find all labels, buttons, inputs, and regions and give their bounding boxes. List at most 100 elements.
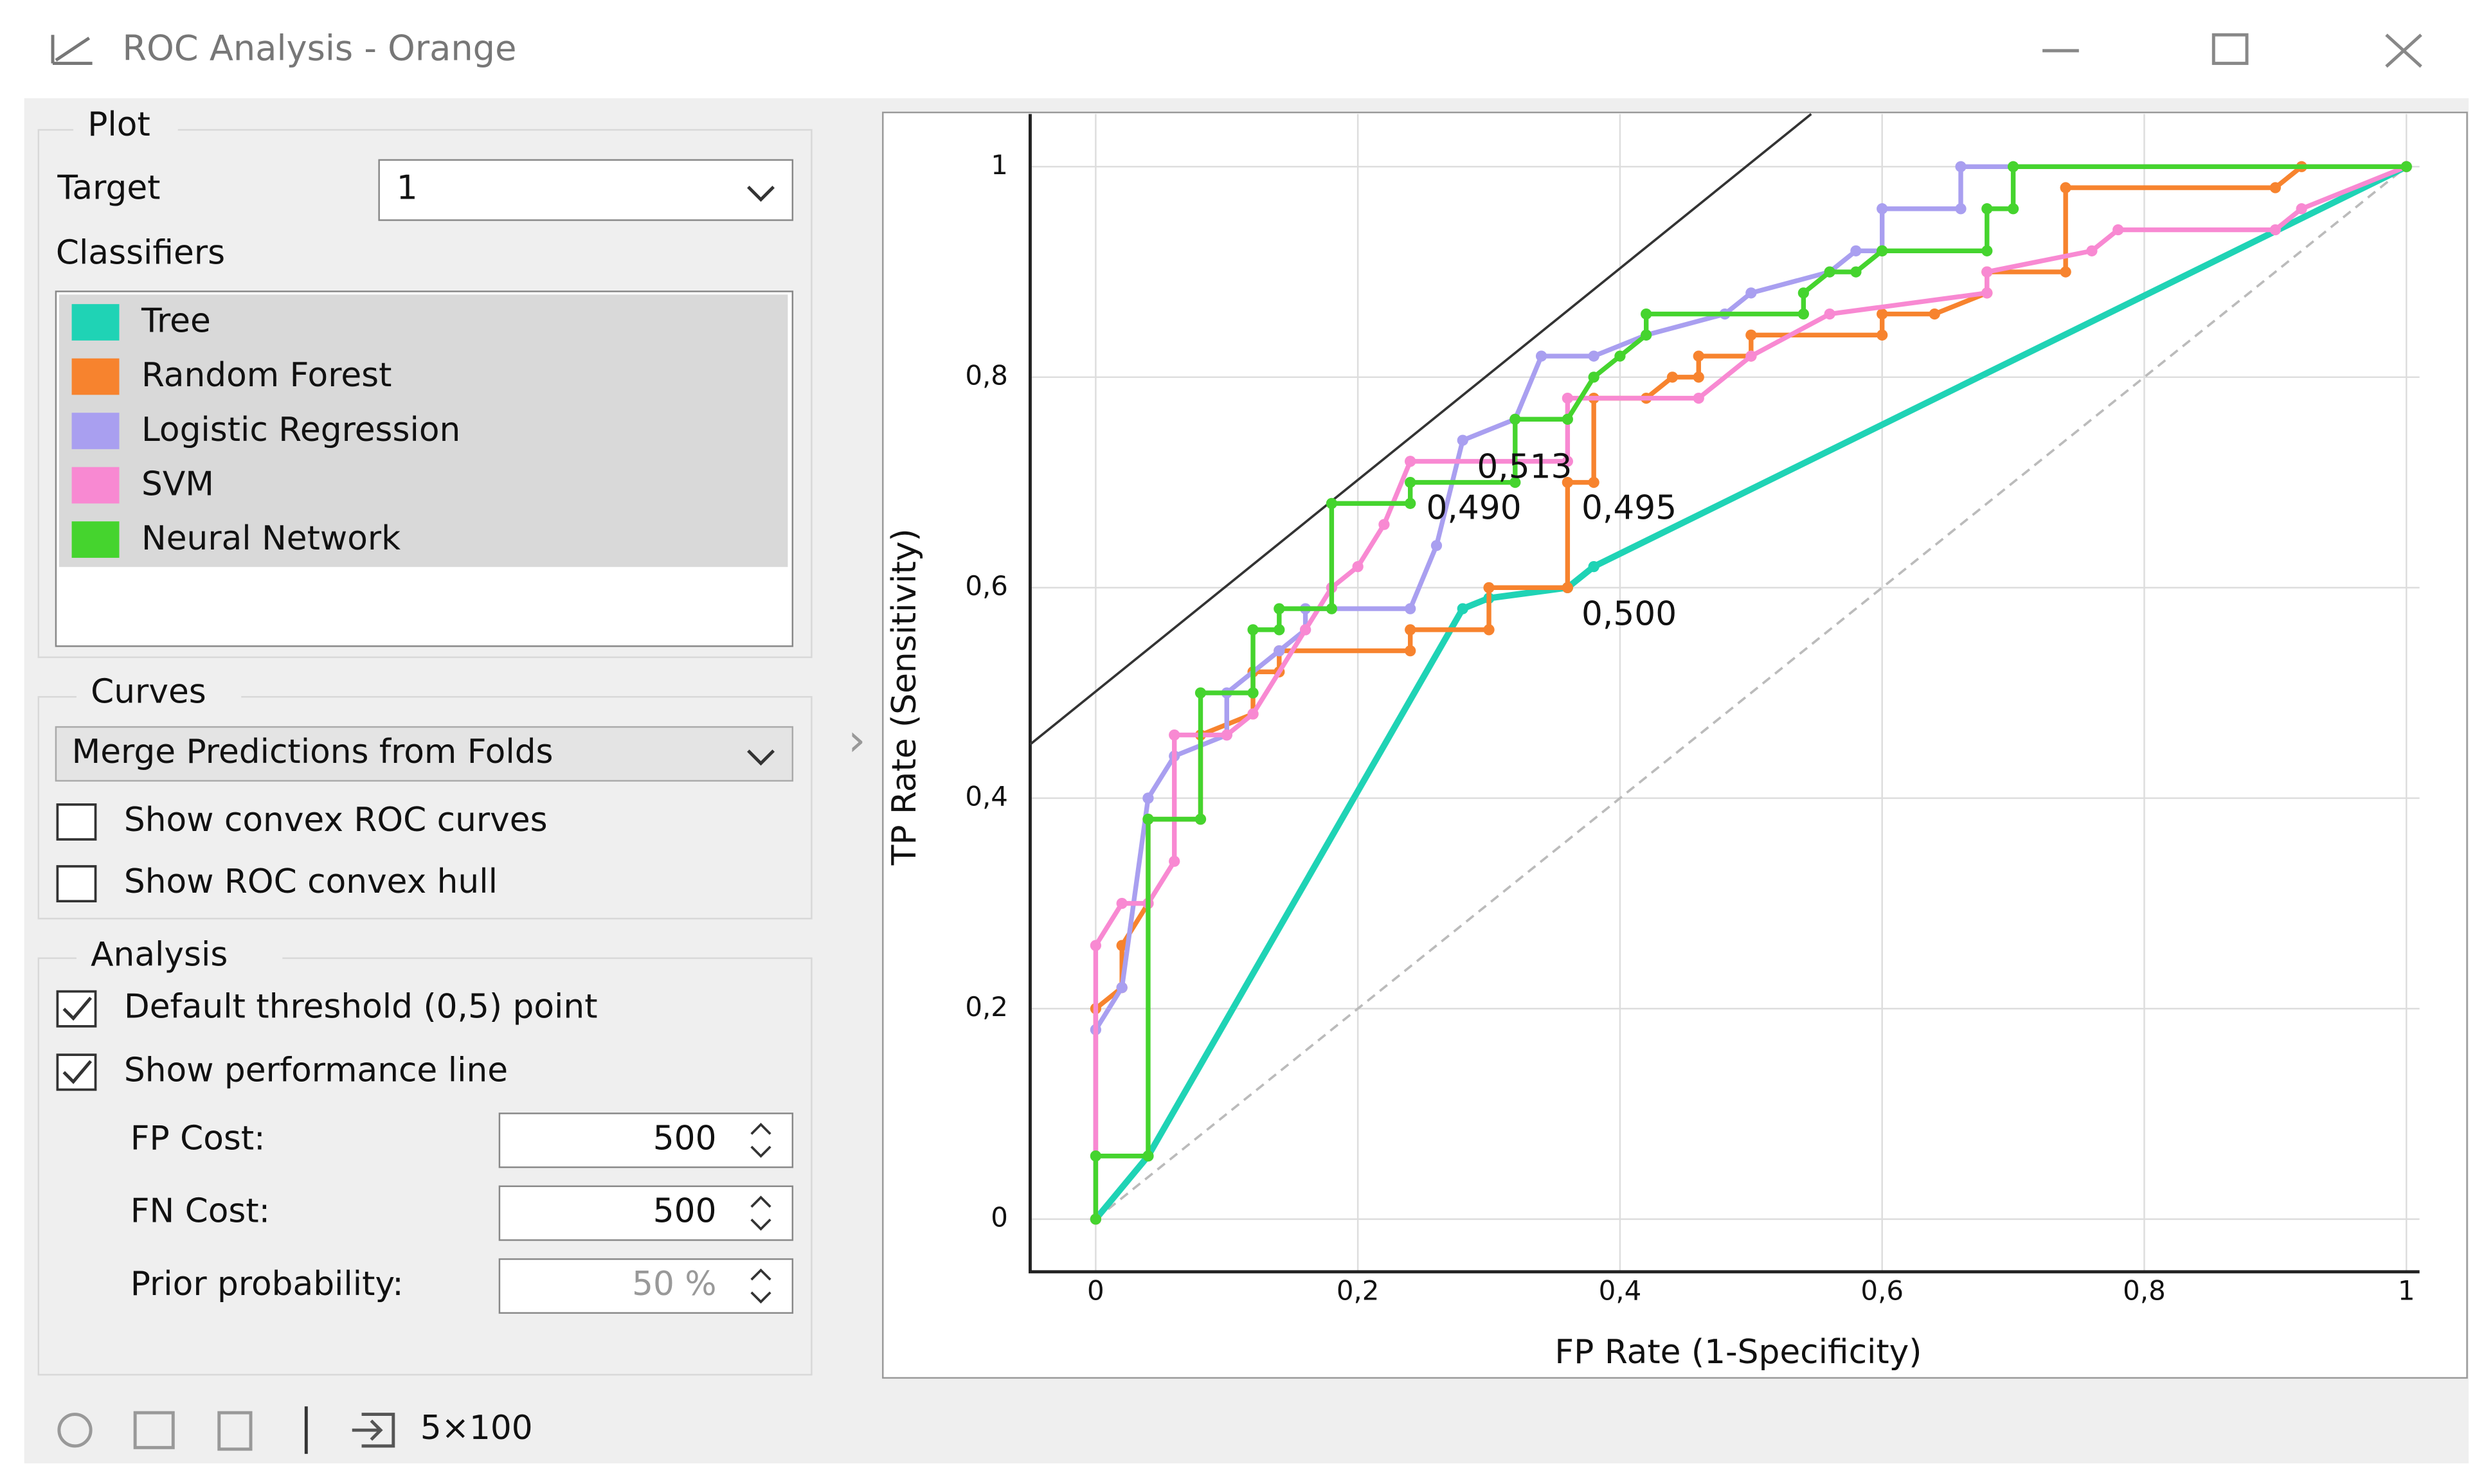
checkbox[interactable] — [56, 990, 97, 1028]
checkmark — [62, 1060, 93, 1084]
roc-point — [1641, 329, 1652, 341]
app-icon — [51, 35, 93, 66]
roc-point — [1955, 161, 1967, 172]
y-tick-label: 0,6 — [965, 570, 1008, 602]
spinner — [750, 1195, 771, 1231]
roc-point — [2007, 161, 2019, 172]
checkbox-label: Default threshold (0,5) point — [124, 988, 598, 1026]
y-tick-label: 1 — [991, 149, 1008, 181]
selection-bg — [59, 294, 788, 568]
roc-point — [1850, 266, 1862, 278]
roc-point — [2060, 182, 2071, 193]
close-button[interactable] — [2385, 33, 2422, 68]
group-label-bg — [73, 107, 178, 146]
roc-point — [1588, 350, 1599, 362]
roc-point — [1955, 203, 1967, 215]
roc-point — [1981, 266, 1993, 278]
checkbox-label: Show ROC convex hull — [124, 863, 498, 901]
maximize-button[interactable] — [2211, 33, 2249, 66]
help-icon[interactable] — [57, 1413, 93, 1448]
roc-point — [1535, 350, 1547, 362]
x-tick-label: 0,6 — [1860, 1274, 1904, 1306]
checkbox[interactable] — [56, 865, 97, 903]
axes — [1028, 114, 2420, 1274]
x-tick-label: 0,2 — [1337, 1274, 1380, 1306]
save-icon[interactable] — [133, 1411, 175, 1449]
legend-label: Random Forest — [141, 356, 392, 395]
roc-point — [1274, 645, 1285, 657]
plot-frame — [882, 111, 2468, 1379]
collapse-arrow[interactable]: › — [848, 715, 866, 766]
roc-point — [1614, 350, 1626, 362]
y-tick-label: 0 — [991, 1201, 1008, 1233]
roc-point — [1562, 456, 1573, 467]
roc-point — [1824, 266, 1835, 278]
report-icon[interactable] — [217, 1411, 253, 1451]
roc-point — [1483, 624, 1495, 636]
roc-point — [1221, 729, 1232, 741]
group-box — [37, 696, 813, 920]
window-title: ROC Analysis - Orange — [122, 28, 516, 68]
checkbox[interactable] — [56, 1053, 97, 1091]
roc-point — [1405, 603, 1416, 614]
spin-box[interactable] — [498, 1258, 794, 1314]
roc-point — [1981, 287, 1993, 299]
x-tick-label: 0,8 — [2123, 1274, 2166, 1306]
target-dropdown[interactable] — [378, 159, 794, 221]
checkmark — [62, 996, 93, 1021]
checkbox-label: Show convex ROC curves — [124, 801, 548, 839]
roc-point — [1142, 792, 1154, 804]
roc-point — [1274, 603, 1285, 614]
checkbox-label: Show performance line — [124, 1051, 508, 1089]
chevron — [747, 749, 775, 766]
roc-point — [1116, 982, 1128, 994]
group-heading: Plot — [87, 105, 150, 144]
roc-point — [2086, 245, 2098, 256]
data-size: 5×100 — [420, 1409, 533, 1447]
spin-box[interactable] — [498, 1113, 794, 1168]
plot: 0 0,2 0,4 0,6 0,8 1 0 0,2 0,4 0,6 0,8 1 FP Rate (1-S… — [885, 112, 2420, 1372]
legend-swatch — [71, 413, 120, 449]
roc-point — [1588, 371, 1599, 383]
roc-point — [2060, 266, 2071, 278]
roc-point — [1405, 476, 1416, 488]
field-value: 500 — [653, 1192, 717, 1231]
spinner — [750, 1123, 771, 1158]
checkbox[interactable] — [56, 803, 97, 841]
roc-point — [1981, 245, 1993, 256]
roc-point — [1562, 392, 1573, 404]
roc-point — [1169, 729, 1180, 741]
roc-point — [1562, 476, 1573, 488]
legend-label: SVM — [141, 465, 214, 503]
group-heading: Analysis — [91, 935, 228, 974]
roc-point — [1247, 687, 1259, 699]
legend-swatch — [71, 304, 120, 341]
roc-point — [1247, 708, 1259, 720]
roc-point — [1116, 898, 1128, 909]
roc-point — [1299, 624, 1311, 636]
legend-label: Tree — [141, 302, 211, 341]
roc-point — [1405, 456, 1416, 467]
roc-point — [1588, 560, 1599, 573]
roc-point — [1824, 308, 1835, 320]
legend-label: Logistic Regression — [141, 411, 460, 449]
roc-point — [1877, 308, 1888, 320]
roc-point — [1797, 308, 1809, 320]
group-label-bg — [76, 937, 283, 976]
roc-point — [2269, 182, 2281, 193]
group-box — [37, 129, 813, 658]
roc-point — [1457, 603, 1468, 614]
curves-dropdown[interactable] — [55, 726, 794, 782]
x-axis-label: FP Rate (1-Specificity) — [1554, 1333, 1922, 1372]
roc-point — [1797, 287, 1809, 299]
y-tick-label: 0,4 — [965, 780, 1008, 812]
roc-point — [1326, 497, 1338, 509]
roc-point — [1929, 308, 1940, 320]
spin-box[interactable] — [498, 1185, 794, 1241]
roc-point — [1247, 624, 1259, 636]
group-box — [37, 957, 813, 1376]
chevron — [747, 186, 775, 202]
roc-point — [1405, 645, 1416, 657]
roc-point — [1588, 476, 1599, 488]
